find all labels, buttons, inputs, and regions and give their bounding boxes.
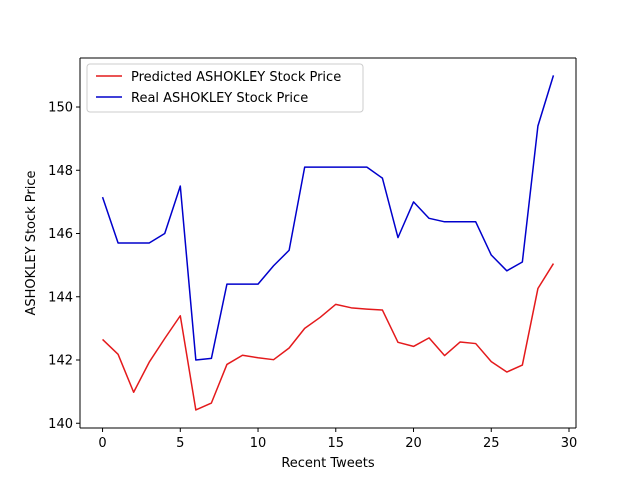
x-tick-label: 25: [483, 436, 500, 451]
series-0: [102, 263, 555, 411]
x-tick-label: 15: [328, 436, 345, 451]
y-tick-label: 142: [48, 354, 73, 369]
series-layer: [101, 75, 555, 411]
x-tick-label: 20: [405, 436, 422, 451]
x-tick-label: 10: [250, 436, 267, 451]
x-axis-ticks: 0 5 10 15 20 25 30: [98, 428, 577, 451]
plot-frame: [79, 57, 577, 429]
legend-label-predicted: Predicted ASHOKLEY Stock Price: [131, 70, 341, 85]
y-tick-label: 150: [48, 101, 73, 116]
x-tick-label: 5: [176, 436, 184, 451]
y-axis-label: ASHOKLEY Stock Price: [24, 170, 39, 315]
series-line: [101, 75, 555, 361]
y-tick-label: 140: [48, 417, 73, 432]
y-tick-label: 144: [48, 290, 73, 305]
legend-box: [86, 63, 364, 113]
y-tick-label: 148: [48, 164, 73, 179]
y-tick-label: 146: [48, 227, 73, 242]
series-line: [102, 263, 555, 411]
x-tick-label: 30: [561, 436, 578, 451]
plot-area: [80, 58, 576, 428]
x-axis-label: Recent Tweets: [281, 456, 375, 471]
x-tick-label: 0: [98, 436, 106, 451]
series-1: [101, 75, 555, 361]
y-axis-ticks: 140 142 144 146 148 150: [48, 101, 80, 432]
legend-label-real: Real ASHOKLEY Stock Price: [131, 91, 308, 106]
legend: Predicted ASHOKLEY Stock Price Real ASHO…: [86, 63, 364, 113]
